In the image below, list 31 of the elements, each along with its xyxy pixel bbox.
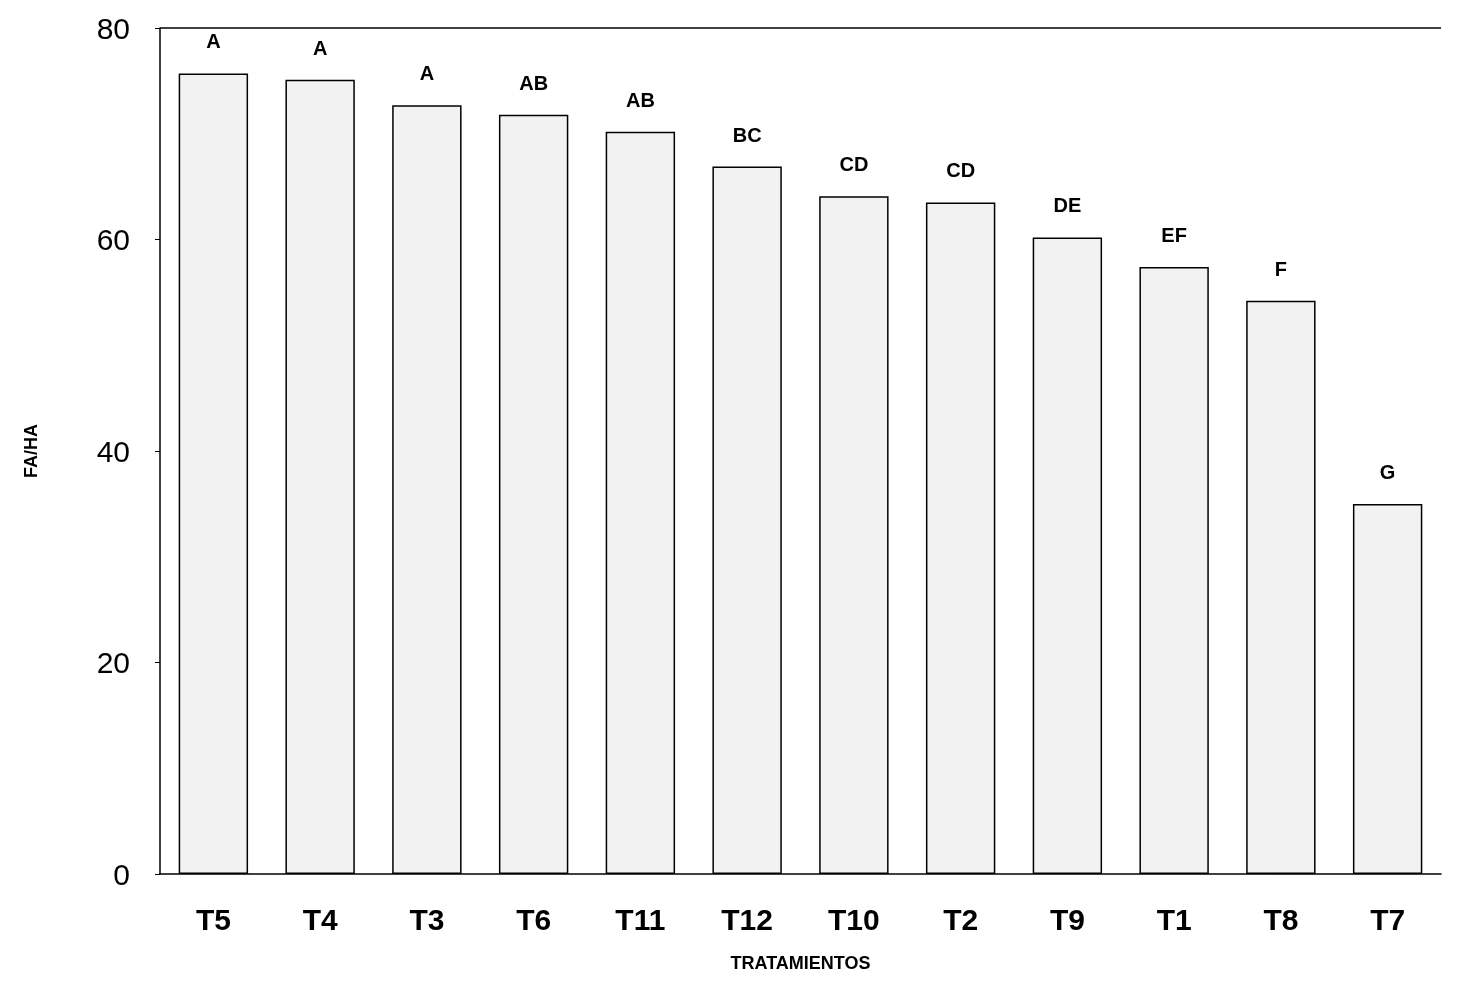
y-tick-label: 80 xyxy=(96,11,130,45)
x-tick-label: T10 xyxy=(828,902,880,936)
x-tick-label: T11 xyxy=(615,902,666,936)
data-label: A xyxy=(419,62,435,85)
x-tick-label: T1 xyxy=(1156,902,1192,936)
x-tick-label: T4 xyxy=(302,902,338,936)
x-axis-title: TRATAMIENTOS xyxy=(730,953,871,973)
x-tick-label: T6 xyxy=(516,902,552,936)
x-tick-label: T12 xyxy=(721,902,773,936)
y-axis-title: FA/HA xyxy=(21,424,41,478)
x-tick-label: T3 xyxy=(409,902,445,936)
y-tick-label: 0 xyxy=(113,857,130,891)
data-label: A xyxy=(312,36,328,59)
x-tick-label: T5 xyxy=(195,902,231,936)
data-label: F xyxy=(1274,257,1287,280)
data-label: EF xyxy=(1161,223,1187,246)
data-label: A xyxy=(206,30,221,53)
data-label: AB xyxy=(519,71,549,94)
y-tick-label: 60 xyxy=(96,223,130,256)
y-tick-label: 40 xyxy=(96,434,130,468)
x-tick-label: T7 xyxy=(1370,902,1406,936)
data-label: CD xyxy=(946,159,976,182)
data-label: DE xyxy=(1053,194,1082,217)
data-label: CD xyxy=(839,153,869,176)
data-label: G xyxy=(1379,460,1396,483)
x-tick-label: T2 xyxy=(943,902,979,936)
x-tick-label: T8 xyxy=(1263,902,1299,936)
data-label: BC xyxy=(732,123,762,146)
y-tick-label: 20 xyxy=(96,646,130,679)
data-label: AB xyxy=(625,88,655,111)
x-tick-label: T9 xyxy=(1049,902,1085,936)
